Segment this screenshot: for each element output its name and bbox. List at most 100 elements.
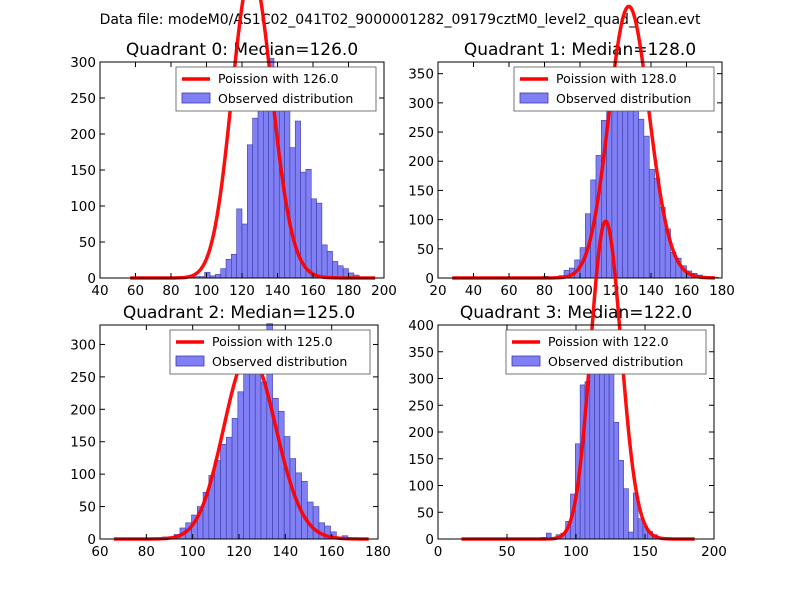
histogram-bar <box>225 258 232 279</box>
x-tick-label: 60 <box>91 544 108 560</box>
legend: Poission with 128.0 Observed distribution <box>513 66 715 112</box>
x-tick-label: 100 <box>567 283 593 299</box>
histogram-bar <box>236 208 243 279</box>
legend: Poission with 122.0 Observed distribution <box>505 329 707 375</box>
histogram-bar <box>215 274 222 279</box>
y-tick-label: 150 <box>70 435 96 451</box>
x-tick-label: 160 <box>319 544 345 560</box>
y-tick-label: 300 <box>70 337 96 353</box>
histogram-bar <box>326 251 333 279</box>
x-tick-label: 180 <box>709 283 735 299</box>
histogram-bar <box>312 506 320 540</box>
x-tick-label: 200 <box>701 544 727 560</box>
panel-quadrant-1: Quadrant 1: Median=128.020 40 60 80 100 120 14… <box>408 4 735 299</box>
histogram-bar <box>648 169 655 279</box>
y-tick-label: 150 <box>408 183 434 199</box>
x-tick-label: 160 <box>674 283 700 299</box>
histogram-bar <box>231 253 237 279</box>
y-tick-label: 150 <box>408 452 434 468</box>
x-tick-label: 200 <box>371 283 397 299</box>
legend-line-label: Poission with 126.0 <box>218 71 339 86</box>
panel-quadrant-3: Quadrant 3: Median=122.0 0 50 100 150 200 0 50 1… <box>408 219 727 560</box>
histogram-bar <box>628 531 634 540</box>
y-tick-label: 100 <box>70 199 96 215</box>
x-tick-label: 60 <box>127 283 144 299</box>
x-tick-label: 50 <box>498 544 515 560</box>
y-tick-label: 250 <box>70 91 96 107</box>
x-tick-label: 60 <box>500 283 517 299</box>
histogram-bar <box>618 460 624 540</box>
legend-frame <box>169 329 371 375</box>
y-tick-label: 250 <box>408 398 434 414</box>
y-tick-label: 300 <box>70 55 96 71</box>
histogram-bar <box>237 391 244 540</box>
y-tick-label: 200 <box>408 425 434 441</box>
x-tick-label: 80 <box>162 283 179 299</box>
x-tick-label: 100 <box>563 544 589 560</box>
legend-line-label: Poission with 128.0 <box>556 71 677 86</box>
x-tick-label: 100 <box>194 283 220 299</box>
x-tick-label: 120 <box>226 544 252 560</box>
histogram-bar <box>623 488 629 540</box>
legend-frame <box>175 66 377 112</box>
y-tick-label: 350 <box>408 345 434 361</box>
histogram-bar <box>608 370 615 540</box>
y-tick-label: 50 <box>79 235 96 251</box>
x-tick-label: 180 <box>365 544 391 560</box>
histogram-bar <box>337 265 344 279</box>
histogram-bar <box>589 363 595 540</box>
histogram-bar <box>638 118 645 279</box>
histogram-bar <box>321 244 328 279</box>
x-tick-label: 140 <box>265 283 291 299</box>
histogram-bar <box>254 370 262 540</box>
x-tick-label: 80 <box>138 544 155 560</box>
y-tick-label: 50 <box>417 242 434 258</box>
x-tick-label: 20 <box>429 283 446 299</box>
x-tick-label: 40 <box>91 283 108 299</box>
legend-bar-label: Observed distribution <box>212 354 347 369</box>
panel-quadrant-0: Quadrant 0: Median=126.0 40 60 80 100 120 140 1… <box>70 0 397 299</box>
x-tick-label: 40 <box>465 283 482 299</box>
y-tick-label: 200 <box>408 154 434 170</box>
x-tick-label: 140 <box>638 283 664 299</box>
legend-line-label: Poission with 122.0 <box>548 334 669 349</box>
histogram-bar <box>305 168 312 279</box>
histogram-bar <box>627 93 634 279</box>
x-tick-label: 80 <box>536 283 553 299</box>
histogram-bar <box>603 363 610 540</box>
histogram-bar <box>260 381 268 540</box>
panel-title: Quadrant 0: Median=126.0 <box>126 40 358 60</box>
histogram-bar <box>278 410 285 540</box>
y-tick-label: 100 <box>408 479 434 495</box>
histogram-bar <box>214 460 221 540</box>
histogram-bar <box>613 422 620 540</box>
figure-suptitle: Data file: modeM0/AS1C02_041T02_90000012… <box>100 12 701 28</box>
histogram-bar <box>289 147 296 279</box>
histogram-bar <box>257 96 264 279</box>
legend-bar-label: Observed distribution <box>556 91 691 106</box>
histogram-bar <box>632 109 639 279</box>
x-tick-label: 0 <box>434 544 443 560</box>
y-tick-label: 250 <box>70 370 96 386</box>
histogram-bar <box>643 135 650 279</box>
x-tick-label: 180 <box>336 283 362 299</box>
histogram-bar <box>316 202 323 279</box>
x-tick-label: 120 <box>229 283 255 299</box>
y-tick-label: 50 <box>417 505 434 521</box>
histogram-bar <box>252 117 259 279</box>
legend-bar-swatch <box>181 92 211 104</box>
legend-bar-swatch <box>519 92 549 104</box>
legend-bar-label: Observed distribution <box>548 354 683 369</box>
legend: Poission with 126.0 Observed distribution <box>175 66 377 112</box>
y-tick-label: 200 <box>70 127 96 143</box>
histogram-bar <box>332 261 339 279</box>
x-tick-label: 140 <box>272 544 298 560</box>
histogram-bar <box>249 346 256 540</box>
panel-title: Quadrant 3: Median=122.0 <box>460 303 692 323</box>
y-tick-label: 0 <box>425 532 434 548</box>
y-tick-label: 300 <box>408 96 434 112</box>
x-tick-label: 150 <box>632 544 658 560</box>
y-tick-label: 300 <box>408 372 434 388</box>
panel-title: Quadrant 1: Median=128.0 <box>464 40 696 60</box>
